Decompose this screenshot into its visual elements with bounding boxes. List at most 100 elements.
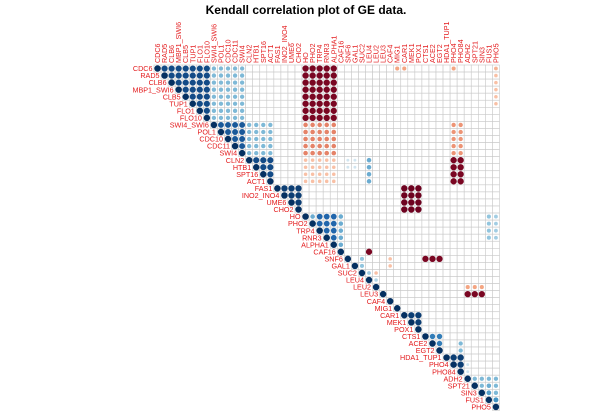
- correlation-cell-CDC10-PHO2: [310, 136, 315, 142]
- row-label-FUS1: FUS1: [465, 395, 483, 404]
- grid-cell: [358, 233, 366, 242]
- correlation-cell-CDC10-HO: [303, 136, 308, 142]
- grid-cell: [456, 297, 465, 305]
- grid-cell: [463, 226, 472, 235]
- correlation-cell-CHO2-MEK1: [408, 206, 415, 213]
- correlation-cell-LEU3-LEU3: [379, 290, 387, 298]
- correlation-cell-SWI4_SWI6-SWI4: [239, 121, 246, 128]
- correlation-cell-CDC6-CDC10: [225, 66, 231, 71]
- grid-cell: [287, 156, 296, 164]
- grid-cell: [477, 85, 486, 94]
- correlation-cell-UME6-CAR1: [401, 199, 408, 206]
- grid-cell: [485, 353, 493, 362]
- column-label-CTS1: CTS1: [421, 45, 430, 63]
- column-label-FLO10: FLO10: [202, 41, 211, 63]
- row-labels: CDC6RAD5CLB6MBP1_SWI6CLB5TUP1FLO1FLO10SW…: [132, 64, 490, 411]
- correlation-cell-CLB6-HO: [302, 79, 309, 86]
- grid-cell: [407, 290, 416, 298]
- grid-cell: [308, 205, 317, 214]
- correlation-cell-CLB6-CLB5: [182, 79, 189, 86]
- grid-cell: [407, 71, 416, 80]
- grid-cell: [400, 304, 409, 313]
- grid-cell: [372, 198, 380, 207]
- grid-cell: [379, 226, 387, 235]
- grid-cell: [259, 85, 268, 94]
- grid-cell: [336, 142, 345, 150]
- grid-cell: [393, 163, 402, 172]
- grid-cell: [428, 177, 437, 186]
- correlation-cell-CDC6-SWI4_SWI6: [211, 66, 217, 71]
- grid-cell: [463, 191, 472, 200]
- grid-cell: [336, 128, 345, 136]
- row-label-ALPHA1: ALPHA1: [301, 240, 329, 249]
- grid-cell: [435, 269, 444, 277]
- correlation-cell-PHO4-PHO84: [457, 361, 464, 368]
- grid-cell: [400, 163, 409, 172]
- row-label-CDC11: CDC11: [207, 142, 230, 151]
- grid-cell: [329, 191, 338, 200]
- grid-cell: [336, 85, 345, 94]
- correlation-cell-FUS1-FUS1: [485, 396, 493, 404]
- grid-cell: [393, 177, 402, 186]
- grid-cell: [245, 114, 253, 122]
- grid-cell: [400, 71, 409, 80]
- grid-cell: [358, 85, 366, 94]
- correlation-cell-CLB5-SWI4: [239, 94, 245, 99]
- grid-cell: [358, 177, 366, 186]
- grid-cell: [492, 191, 500, 200]
- grid-cell: [414, 248, 423, 256]
- grid-cell: [492, 128, 500, 136]
- grid-cell: [273, 92, 282, 101]
- grid-cell: [449, 297, 458, 305]
- column-label-LEU4: LEU4: [365, 45, 374, 63]
- grid-cell: [379, 198, 387, 207]
- grid-cell: [379, 149, 387, 157]
- correlation-cell-CLN2-SNF6: [346, 158, 350, 162]
- grid-cell: [407, 142, 416, 150]
- grid-cell: [414, 233, 423, 242]
- grid-cell: [470, 170, 479, 179]
- column-label-LEU3: LEU3: [379, 45, 388, 63]
- grid-cell: [386, 128, 394, 136]
- correlation-cell-TRP4-PHO5: [494, 228, 498, 233]
- grid-cell: [456, 107, 465, 115]
- correlation-cell-ACT1-TRP4: [317, 179, 322, 184]
- grid-cell: [287, 64, 296, 73]
- grid-cell: [372, 248, 380, 256]
- correlation-cell-MBP1_SWI6-FLO10: [203, 86, 210, 93]
- grid-cell: [365, 107, 373, 115]
- correlation-cell-CLB5-HO: [302, 93, 309, 100]
- grid-cell: [470, 163, 479, 172]
- grid-cell: [386, 156, 394, 164]
- grid-cell: [365, 184, 373, 193]
- grid-cell: [428, 114, 437, 122]
- grid-cell: [372, 219, 380, 228]
- correlation-cell-GAL1-SUC2: [359, 263, 365, 268]
- correlation-cell-CHO2-CHO2: [295, 206, 302, 213]
- correlation-cell-CAR1-CAR1: [401, 312, 408, 319]
- correlation-cell-FLO1-CDC11: [232, 108, 238, 113]
- correlation-cell-SWI4_SWI6-PHO84: [458, 122, 463, 128]
- correlation-cell-CDC10-CDC10: [224, 135, 232, 143]
- correlation-cell-RAD5-ALPHA1: [330, 72, 337, 79]
- correlation-cell-HTB1-PHO2: [310, 165, 315, 169]
- grid-cell: [477, 71, 486, 80]
- correlation-cell-CLB5-TUP1: [189, 93, 196, 100]
- correlation-cell-CLB5-PHO5: [494, 94, 498, 99]
- grid-cell: [386, 149, 394, 157]
- correlation-cell-SWI4-SPT16: [261, 150, 266, 156]
- grid-cell: [358, 226, 366, 235]
- grid-cell: [414, 170, 423, 179]
- grid-cell: [379, 121, 387, 129]
- grid-cell: [344, 135, 352, 143]
- grid-cell: [442, 226, 451, 235]
- grid-cell: [407, 283, 416, 291]
- grid-cell: [280, 85, 289, 94]
- grid-cell: [449, 240, 458, 249]
- column-label-CLB6: CLB6: [167, 45, 176, 63]
- grid-cell: [386, 177, 394, 186]
- grid-cell: [252, 78, 261, 87]
- grid-cell: [421, 156, 430, 164]
- grid-cell: [365, 85, 373, 94]
